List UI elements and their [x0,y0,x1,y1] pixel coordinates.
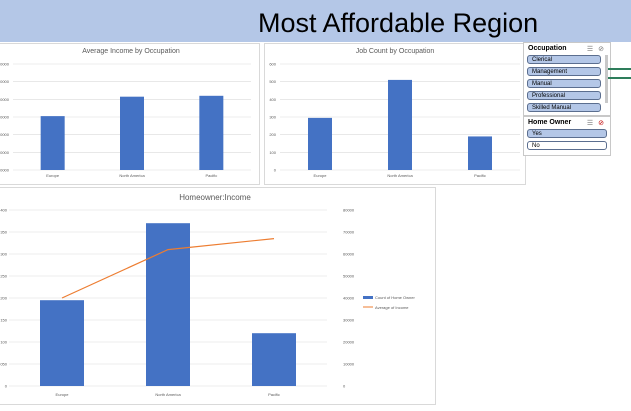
bar-europe [308,117,332,170]
x-tick-label: Europe [46,173,60,178]
y-tick-label: 400 [269,97,276,102]
y-tick-label: 0000 [0,62,10,67]
y-right-tick-label: 40000 [343,296,355,301]
x-tick-label: Europe [56,392,70,397]
page-title: Most Affordable Region [258,8,539,38]
slicer-item-clerical[interactable]: Clerical [527,55,601,64]
legend-swatch-count [363,296,373,299]
bar-north-america [146,223,190,386]
bar-europe [40,300,84,386]
slicer-item-no[interactable]: No [527,141,607,150]
slicer-item-manual[interactable]: Manual [527,79,601,88]
y-tick-label: 0000 [0,97,10,102]
connector-line [608,68,631,70]
title-banner: Most Affordable Region [0,0,631,42]
bar-pacific [199,95,224,170]
slicer-item-skilled-manual[interactable]: Skilled Manual [527,103,601,112]
y-left-tick-label: 150 [0,318,7,323]
clear-filter-icon[interactable]: ⊘ [598,120,604,127]
x-tick-label: North America [387,173,413,178]
y-tick-label: 500 [269,79,276,84]
y-tick-label: 0 [274,168,277,173]
y-left-tick-label: 050 [0,362,7,367]
slicer-scrollbar[interactable] [605,55,608,103]
chart-title: Job Count by Occupation [356,48,435,55]
y-left-tick-label: 100 [0,340,7,345]
y-left-tick-label: 400 [0,208,7,213]
chart-avg-income-svg: Average Income by Occupation 0000 0000 0000… [0,48,251,178]
y-right-tick-label: 0 [343,384,346,389]
slicer-item-yes[interactable]: Yes [527,129,607,138]
y-right-tick-label: 50000 [343,274,355,279]
bar-north-america [388,79,412,170]
x-tick-label: Pacific [474,173,486,178]
x-tick-label: North America [119,173,145,178]
bar-north-america [120,96,144,170]
y-right-tick-label: 30000 [343,318,355,323]
y-left-tick-label: 200 [0,296,7,301]
clear-filter-icon[interactable]: ⊘ [598,46,604,53]
legend-label-count: Count of Home Owner [375,295,415,300]
chart-avg-income[interactable]: Average Income by Occupation 0000 0000 0000… [0,43,260,185]
bar-pacific [468,136,492,170]
bar-europe [40,116,65,170]
connector-line [608,77,631,79]
multiselect-icon[interactable]: ☰ [586,120,594,127]
chart-title: Average Income by Occupation [82,48,180,55]
slicer-occupation-header: Occupation [528,45,567,52]
x-tick-label: Pacific [268,392,280,397]
slicer-home-owner-header: Home Owner [528,119,572,126]
chart-homeowner-income-svg: Homeowner:Income 0 050 100 150 200 250 300 350 40… [0,193,415,397]
chart-job-count[interactable]: Job Count by Occupation 0 100 200 300 400 500 6… [264,43,526,185]
y-right-tick-label: 20000 [343,340,355,345]
y-left-tick-label: 350 [0,230,7,235]
chart-title: Homeowner:Income [179,193,251,202]
x-tick-label: Europe [314,173,328,178]
chart-job-count-svg: Job Count by Occupation 0 100 200 300 400 500 6… [269,48,520,178]
y-tick-label: 600 [269,62,276,67]
bar-pacific [252,333,296,386]
y-tick-label: 200 [269,132,276,137]
slicer-home-owner[interactable]: Home Owner ☰ ⊘ Yes No [523,116,611,156]
slicer-item-professional[interactable]: Professional [527,91,601,100]
legend-label-income: Average of Income [375,305,409,310]
y-right-tick-label: 10000 [343,362,355,367]
y-tick-label: 0000 [0,132,10,137]
y-tick-label: 0000 [0,115,10,120]
y-right-tick-label: 80000 [343,208,355,213]
y-right-tick-label: 60000 [343,252,355,257]
y-left-tick-label: 250 [0,274,7,279]
slicer-occupation[interactable]: Occupation ☰ ⊘ Clerical Management Manual… [523,42,611,116]
x-tick-label: North America [155,392,181,397]
y-tick-label: 300 [269,115,276,120]
y-tick-label: 0000 [0,79,10,84]
y-left-tick-label: 0 [5,384,8,389]
chart-homeowner-income[interactable]: Homeowner:Income 0 050 100 150 200 250 300 350 40… [0,187,436,405]
y-tick-label: 0000 [0,168,10,173]
x-tick-label: Pacific [205,173,217,178]
y-right-tick-label: 70000 [343,230,355,235]
multiselect-icon[interactable]: ☰ [586,46,594,53]
y-tick-label: 100 [269,150,276,155]
line-average-income [61,238,275,299]
y-tick-label: 0000 [0,150,10,155]
y-left-tick-label: 300 [0,252,7,257]
slicer-item-management[interactable]: Management [527,67,601,76]
